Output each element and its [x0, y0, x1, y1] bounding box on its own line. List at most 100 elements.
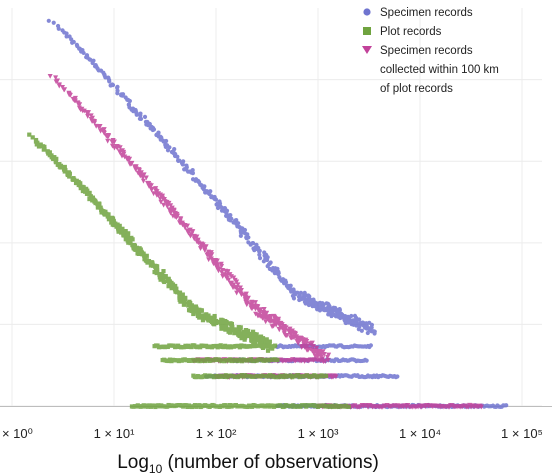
data-point [203, 244, 209, 250]
data-point [326, 312, 331, 317]
data-point [287, 284, 293, 289]
data-point [97, 202, 102, 207]
data-point [150, 261, 155, 266]
data-point [329, 306, 334, 311]
data-point [219, 263, 225, 269]
data-point [478, 404, 484, 410]
data-point [206, 313, 211, 319]
data-point [314, 345, 320, 351]
data-point [181, 302, 186, 307]
data-point [117, 150, 123, 156]
data-point [284, 333, 290, 338]
data-point [251, 333, 256, 339]
data-point [107, 79, 112, 84]
data-point [138, 116, 144, 121]
legend-label: of plot records [380, 83, 453, 95]
data-point [195, 237, 201, 243]
data-point [116, 229, 121, 234]
data-point [92, 120, 98, 126]
data-point [323, 373, 329, 378]
data-point [261, 315, 267, 320]
data-point [307, 341, 313, 347]
data-point [56, 26, 61, 31]
data-point [105, 138, 111, 144]
data-point [368, 343, 373, 348]
data-point [200, 242, 206, 248]
data-point [134, 112, 139, 117]
data-point [67, 92, 73, 98]
data-point [175, 154, 180, 159]
data-point [238, 291, 244, 297]
data-point [234, 327, 239, 332]
data-point [288, 328, 294, 334]
data-point [144, 253, 149, 258]
data-point [51, 156, 56, 161]
data-point [504, 403, 509, 408]
data-point [159, 276, 165, 281]
data-point [45, 149, 50, 154]
data-point [173, 283, 178, 289]
data-point [140, 178, 146, 184]
data-point [81, 50, 86, 56]
data-point [120, 93, 125, 98]
data-point [236, 221, 241, 226]
data-point [51, 20, 56, 25]
data-point [98, 205, 103, 210]
data-point [304, 344, 310, 349]
data-point [197, 307, 202, 312]
data-point [254, 305, 260, 311]
data-point [99, 210, 104, 215]
data-point [228, 274, 234, 279]
data-point [47, 73, 53, 79]
data-point [58, 163, 64, 168]
data-point [320, 301, 325, 306]
data-point [184, 223, 190, 229]
data-point [184, 165, 189, 170]
legend-item: Plot records [363, 26, 442, 38]
data-point [263, 256, 268, 261]
data-point [232, 331, 237, 336]
data-point [227, 330, 233, 335]
data-point [222, 319, 228, 325]
data-point [165, 148, 171, 153]
data-point [194, 234, 200, 240]
data-point [266, 340, 271, 345]
legend-marker [362, 46, 372, 54]
data-point [198, 313, 203, 318]
data-point [242, 227, 248, 233]
legend-marker [363, 8, 371, 16]
data-point [113, 221, 118, 226]
data-point [257, 309, 263, 315]
data-point [265, 348, 271, 353]
data-point [146, 258, 152, 264]
legend-item: Specimen records collected within 100 km o… [362, 45, 499, 95]
data-point [106, 217, 112, 222]
data-point [257, 256, 263, 261]
data-point [238, 332, 243, 337]
x-tick-label: 1 × 10⁵ [501, 426, 543, 441]
data-point [331, 312, 337, 317]
data-point [243, 291, 249, 297]
data-point [149, 186, 155, 192]
data-point [101, 130, 107, 135]
data-point [197, 246, 204, 252]
data-point [152, 269, 157, 275]
legend-label: Specimen records [380, 7, 473, 19]
data-point [235, 282, 241, 288]
data-point [310, 300, 316, 305]
data-point [56, 83, 62, 89]
x-axis-ticks: 1 × 10⁰ 1 × 10¹ 1 × 10² 1 × 10³ 1 × 10⁴ 1 × 1… [0, 426, 543, 441]
series-square [27, 132, 351, 410]
data-point [242, 231, 248, 236]
legend: Specimen records Plot records Specimen rec… [362, 7, 499, 95]
data-points [27, 18, 509, 410]
data-point [69, 37, 74, 42]
data-point [314, 354, 320, 360]
data-point [115, 222, 120, 227]
data-point [357, 317, 362, 322]
data-point [295, 290, 300, 295]
data-point [123, 229, 128, 234]
data-point [125, 233, 130, 238]
legend-label: collected within 100 km [380, 64, 499, 76]
data-point [70, 40, 75, 45]
